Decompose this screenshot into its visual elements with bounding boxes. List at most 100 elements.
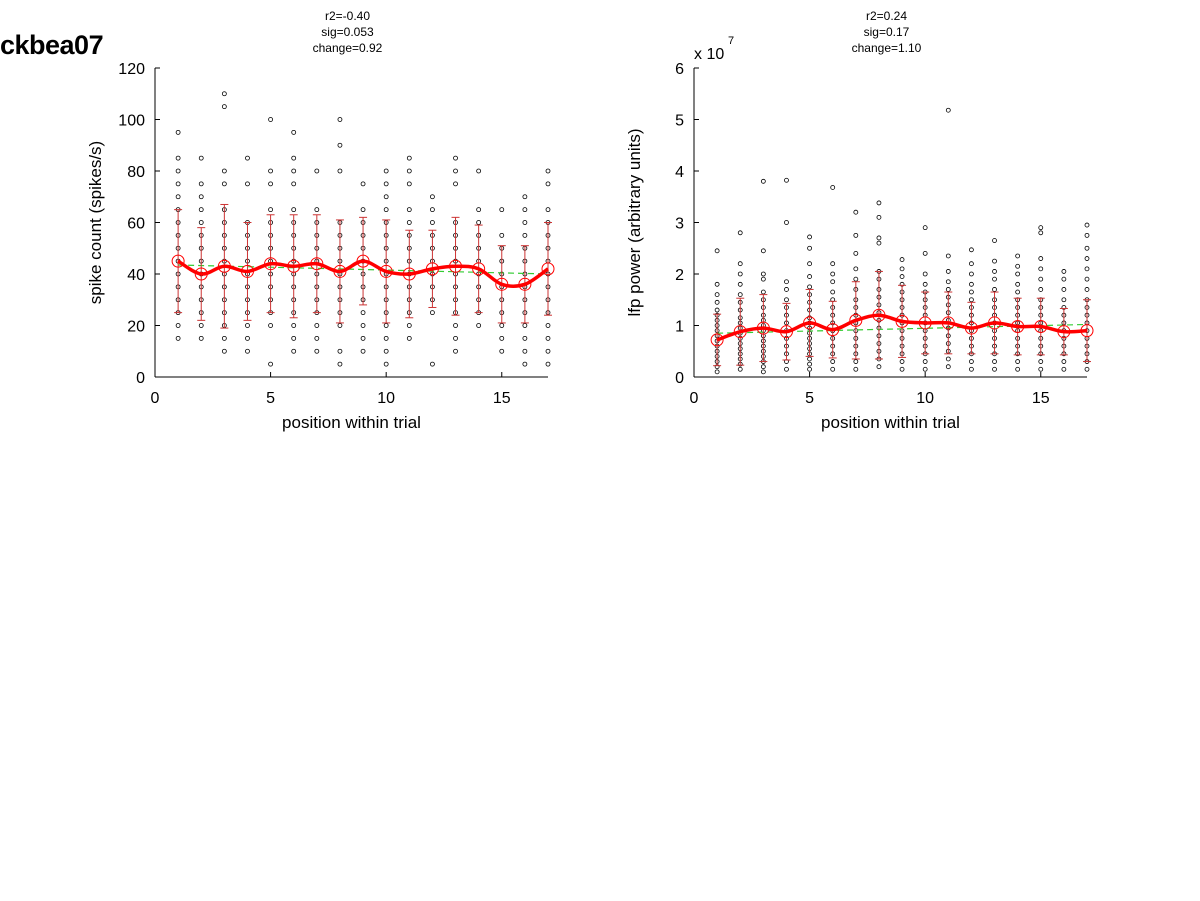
data-point: [876, 214, 882, 220]
data-point: [737, 281, 743, 287]
data-point: [1015, 289, 1021, 295]
mean-marker: [872, 308, 886, 322]
data-point: [245, 323, 250, 328]
mean-curve: [716, 313, 1088, 342]
data-point: [784, 177, 789, 183]
data-point: [545, 207, 551, 213]
data-point: [245, 155, 250, 161]
data-point: [291, 323, 297, 328]
data-point: [784, 220, 789, 225]
mean-marker: [194, 267, 208, 281]
data-point: [337, 361, 343, 367]
data-point: [245, 335, 250, 341]
data-point: [1015, 281, 1021, 287]
data-point: [1084, 266, 1090, 272]
data-point: [453, 348, 458, 354]
stat-r2: r2=0.24: [866, 9, 907, 23]
stat-change: change=1.10: [852, 41, 922, 55]
data-point: [522, 361, 528, 367]
mean-marker: [240, 264, 254, 278]
x-tick-label: 0: [151, 390, 160, 407]
data-point: [175, 129, 181, 135]
data-point: [198, 220, 204, 225]
data-point: [1061, 287, 1067, 292]
data-point: [922, 271, 928, 277]
data-point: [1015, 359, 1021, 364]
data-point: [198, 155, 204, 161]
data-point: [499, 335, 505, 341]
data-point: [221, 348, 227, 354]
data-point: [314, 335, 320, 341]
data-point: [383, 323, 389, 328]
data-point: [1015, 366, 1021, 372]
data-point: [383, 168, 389, 174]
stat-sig: sig=0.17: [864, 25, 910, 39]
data-point: [830, 359, 836, 364]
data-point: [945, 287, 951, 292]
data-point: [899, 266, 905, 272]
data-point: [899, 359, 905, 364]
data-point: [784, 279, 789, 285]
data-point: [499, 323, 505, 328]
data-point: [221, 181, 227, 187]
axis-exponent-power: 7: [728, 35, 734, 47]
x-axis-label: position within trial: [821, 413, 960, 432]
data-point: [1084, 287, 1090, 292]
data-point: [1084, 232, 1090, 238]
data-point: [945, 364, 951, 370]
data-point: [737, 261, 743, 267]
data-point: [360, 335, 366, 341]
data-point: [1038, 366, 1044, 372]
data-point: [830, 185, 836, 190]
data-point: [922, 250, 928, 256]
mean-marker: [826, 323, 840, 337]
data-point: [545, 348, 551, 354]
data-point: [198, 207, 204, 213]
data-point: [1084, 366, 1090, 372]
data-point: [760, 178, 766, 184]
data-point: [522, 232, 528, 238]
mean-marker: [988, 316, 1002, 330]
y-tick-label: 100: [118, 113, 145, 130]
data-point: [945, 279, 951, 285]
data-point: [876, 240, 882, 246]
data-point: [453, 155, 458, 161]
data-point: [430, 220, 435, 225]
data-point: [830, 271, 836, 277]
data-point: [268, 168, 273, 174]
data-point: [807, 261, 812, 267]
mean-marker: [918, 316, 932, 330]
data-point: [969, 359, 974, 364]
data-point: [714, 299, 720, 305]
data-point: [406, 220, 412, 225]
data-point: [1038, 287, 1044, 292]
y-tick-label: 4: [675, 164, 684, 181]
data-point: [714, 248, 720, 254]
data-point: [545, 335, 551, 341]
data-point: [922, 281, 928, 287]
data-point: [545, 323, 551, 328]
mean-marker: [803, 316, 817, 330]
data-point: [499, 207, 505, 213]
data-point: [545, 361, 551, 367]
data-point: [922, 366, 928, 372]
data-point: [1084, 256, 1090, 261]
data-point: [807, 245, 812, 251]
mean-marker: [379, 264, 393, 278]
data-point: [992, 269, 997, 274]
lfp-power-panel: r2=0.24 sig=0.17 change=1.10 0 1 2 3 4 5 6 0 5 10 15 p…: [625, 9, 1094, 432]
data-point: [499, 232, 505, 238]
mean-marker: [217, 259, 231, 273]
data-point: [383, 348, 389, 354]
mean-marker: [541, 262, 555, 276]
data-point: [714, 369, 720, 375]
data-point: [1015, 263, 1021, 269]
data-point: [245, 348, 250, 354]
data-point: [314, 348, 320, 354]
mean-marker: [333, 264, 347, 278]
data-point: [853, 366, 859, 372]
data-point: [737, 271, 743, 277]
mean-marker: [310, 257, 324, 271]
data-point: [1038, 359, 1044, 364]
x-tick-label: 0: [690, 390, 699, 407]
